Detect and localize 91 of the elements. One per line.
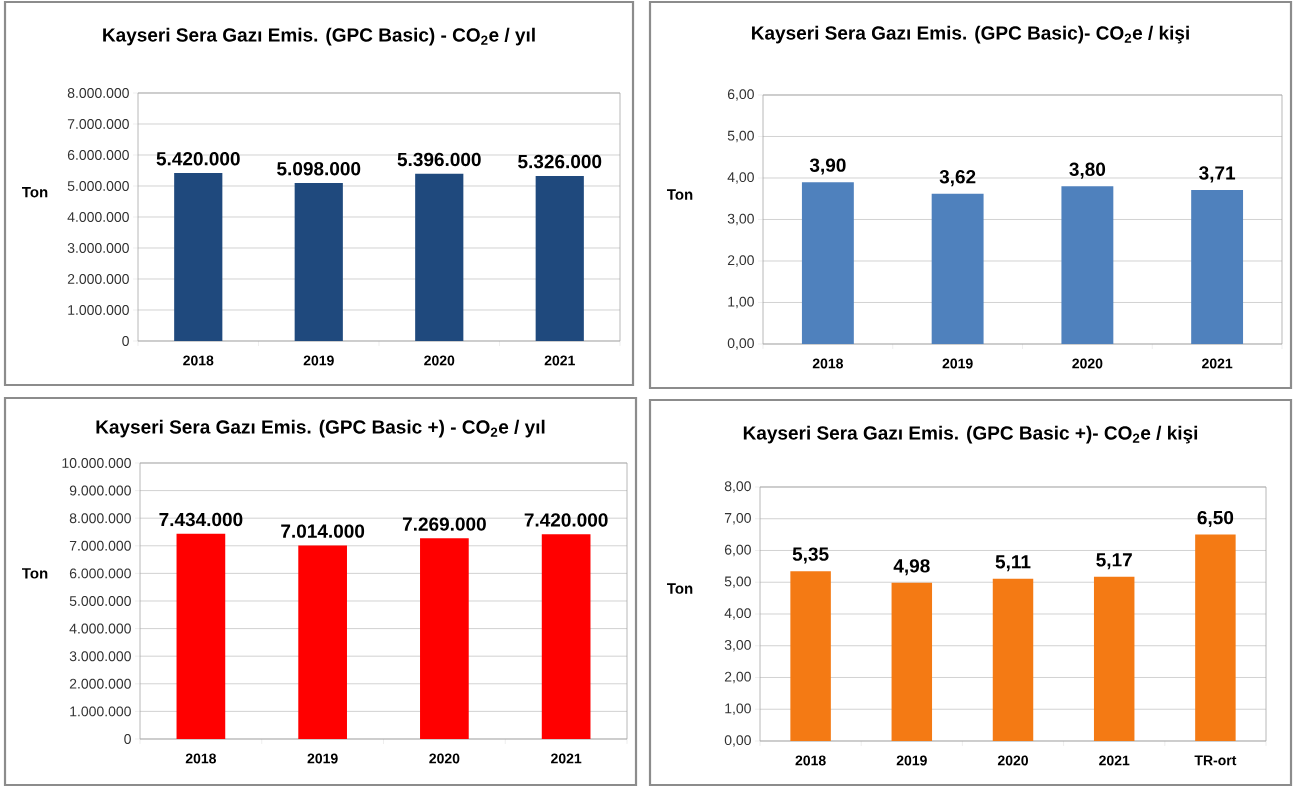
x-tick-label: 2020 <box>424 355 455 366</box>
y-tick-label: 7,00 <box>724 512 751 525</box>
data-label: 3,62 <box>939 170 976 187</box>
y-tick-label: 7.000.000 <box>69 540 131 551</box>
y-tick-label: 9.000.000 <box>69 485 131 496</box>
bar <box>298 545 347 739</box>
x-tick-label: 2020 <box>1072 358 1103 369</box>
bar <box>294 182 343 341</box>
y-tick-label: 2,00 <box>724 671 751 684</box>
y-tick-label: 6.000.000 <box>69 568 131 579</box>
data-label: 3,71 <box>1199 166 1236 183</box>
x-tick-label: 2019 <box>896 755 927 766</box>
data-label: 6,50 <box>1197 510 1234 528</box>
bar <box>420 538 469 739</box>
y-axis-title: Ton <box>22 568 48 579</box>
y-tick-label: 4.000.000 <box>69 623 131 634</box>
y-tick-label: 8.000.000 <box>69 513 131 524</box>
y-tick-label: 1.000.000 <box>68 305 129 315</box>
y-tick-label: 0,00 <box>727 338 754 350</box>
y-tick-label: 10.000.000 <box>62 458 131 468</box>
bar <box>891 582 933 741</box>
data-label: 3,80 <box>1069 162 1106 179</box>
data-label: 5.326.000 <box>518 154 602 169</box>
x-tick-label: 2018 <box>183 355 214 366</box>
y-tick-label: 5,00 <box>727 130 754 143</box>
chart-title: Kayseri Sera Gazı Emis. (GPC Basic +) - CO$_{2}$e / yıl <box>96 419 545 438</box>
bar <box>174 172 223 341</box>
y-tick-label: 3,00 <box>724 639 751 652</box>
y-axis-title: Ton <box>667 583 693 594</box>
y-tick-label: 1.000.000 <box>70 706 131 717</box>
x-tick-label: 2018 <box>185 753 217 764</box>
data-label: 7.269.000 <box>402 517 486 531</box>
x-tick-label: 2019 <box>307 753 338 764</box>
data-label: 5.420.000 <box>156 151 240 166</box>
x-tick-label: 2020 <box>997 755 1028 766</box>
y-tick-label: 2,00 <box>727 255 754 267</box>
chart-title: Kayseri Sera Gazı Emis. (GPC Basic +)- CO$_{2}$e / kişi <box>743 425 1198 444</box>
y-tick-label: 8,00 <box>724 481 751 493</box>
bar <box>790 571 831 741</box>
x-tick-label: 2019 <box>303 355 334 366</box>
y-tick-label: 7.000.000 <box>67 119 129 129</box>
y-tick-label: 2.000.000 <box>67 274 129 284</box>
y-tick-label: 3.000.000 <box>69 651 131 662</box>
data-label: 5,17 <box>1096 553 1132 570</box>
y-tick-label: 8.000.000 <box>67 88 129 98</box>
y-tick-label: 1,00 <box>728 296 754 309</box>
y-axis-title: Ton <box>666 189 693 200</box>
y-tick-label: 5.000.000 <box>67 181 129 191</box>
x-tick-label: 2021 <box>551 753 582 764</box>
data-label: 4,98 <box>893 559 930 576</box>
x-tick-label: 2021 <box>1099 755 1130 766</box>
chart-title: Kayseri Sera Gazı Emis. (GPC Basic) - CO$_{2}$e / yıl <box>103 27 535 46</box>
x-tick-label: 2020 <box>429 753 460 764</box>
y-tick-label: 0 <box>122 336 129 346</box>
x-tick-label: 2019 <box>942 358 973 369</box>
data-label: 7.434.000 <box>159 512 243 527</box>
y-tick-label: 6.000.000 <box>67 150 129 160</box>
y-tick-label: 6,00 <box>727 89 754 101</box>
y-tick-label: 4,00 <box>727 172 754 184</box>
y-tick-label: 4,00 <box>724 608 751 620</box>
y-tick-label: 5.000.000 <box>69 596 131 606</box>
bar <box>535 175 584 341</box>
y-tick-label: 3,00 <box>727 213 754 226</box>
y-tick-label: 1,00 <box>725 703 751 716</box>
data-label: 7.420.000 <box>524 513 608 527</box>
bar <box>415 173 464 341</box>
chart-title: Kayseri Sera Gazı Emis. (GPC Basic)- CO$_{2}$e / kişi <box>752 25 1189 44</box>
data-label: 5.098.000 <box>277 161 361 176</box>
y-tick-label: 0 <box>124 734 131 744</box>
x-tick-label: 2018 <box>812 358 844 369</box>
y-tick-label: 0,00 <box>724 735 751 747</box>
bar <box>992 578 1034 741</box>
bar <box>1195 534 1236 741</box>
data-label: 5.396.000 <box>397 152 481 167</box>
y-tick-label: 3.000.000 <box>67 243 129 253</box>
data-label: 3,90 <box>809 158 846 175</box>
x-tick-label: 2021 <box>544 355 575 366</box>
x-tick-label: 2021 <box>1202 358 1233 369</box>
bar <box>176 533 226 739</box>
y-tick-label: 6,00 <box>724 544 751 557</box>
data-label: 5,35 <box>792 547 829 564</box>
y-tick-label: 4.000.000 <box>67 212 129 222</box>
y-tick-label: 5,00 <box>724 576 751 589</box>
x-tick-label: 2018 <box>795 755 826 766</box>
data-label: 5,11 <box>995 555 1031 572</box>
y-axis-title: Ton <box>21 186 48 198</box>
x-tick-label: TR-ort <box>1194 755 1237 766</box>
y-tick-label: 2.000.000 <box>69 678 131 689</box>
bar <box>541 534 591 739</box>
bar <box>1093 576 1135 741</box>
data-label: 7.014.000 <box>281 524 365 538</box>
